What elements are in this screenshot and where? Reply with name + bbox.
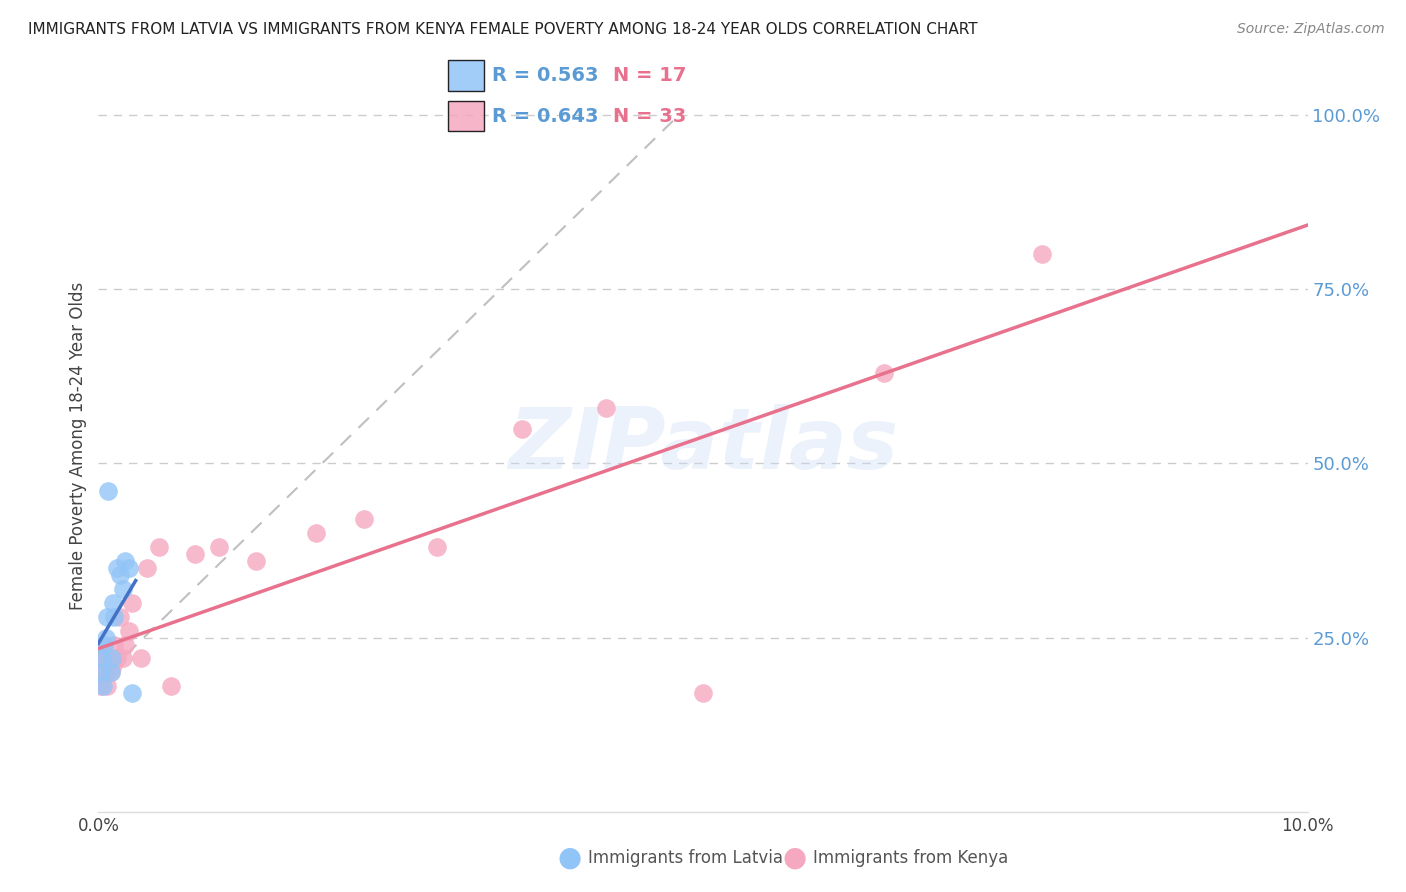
Point bbox=[426, 540, 449, 554]
Text: IMMIGRANTS FROM LATVIA VS IMMIGRANTS FROM KENYA FEMALE POVERTY AMONG 18-24 YEAR : IMMIGRANTS FROM LATVIA VS IMMIGRANTS FRO… bbox=[28, 22, 977, 37]
Point bbox=[91, 665, 114, 680]
Point bbox=[89, 651, 111, 665]
Point bbox=[353, 512, 375, 526]
Point bbox=[595, 401, 617, 415]
Point bbox=[1031, 247, 1053, 261]
Text: R = 0.563: R = 0.563 bbox=[492, 66, 599, 85]
Point bbox=[305, 526, 328, 541]
Point bbox=[101, 658, 124, 673]
Point bbox=[96, 679, 118, 693]
Point bbox=[121, 686, 143, 700]
FancyBboxPatch shape bbox=[449, 61, 484, 91]
Point bbox=[94, 665, 117, 680]
Point bbox=[100, 665, 122, 680]
Text: Source: ZipAtlas.com: Source: ZipAtlas.com bbox=[1237, 22, 1385, 37]
Point bbox=[91, 651, 114, 665]
Point bbox=[100, 665, 122, 680]
Point bbox=[94, 631, 117, 645]
Point bbox=[873, 366, 896, 380]
Point bbox=[108, 609, 131, 624]
Point bbox=[135, 561, 157, 575]
Text: N = 17: N = 17 bbox=[613, 66, 686, 85]
Point bbox=[160, 679, 183, 693]
Point bbox=[101, 596, 124, 610]
Text: R = 0.643: R = 0.643 bbox=[492, 107, 599, 126]
Point bbox=[118, 624, 141, 638]
Point bbox=[208, 540, 231, 554]
Point bbox=[103, 609, 125, 624]
Point bbox=[96, 609, 118, 624]
Point bbox=[91, 679, 114, 693]
Point bbox=[100, 651, 122, 665]
Text: ●: ● bbox=[557, 844, 582, 872]
Point bbox=[105, 651, 128, 665]
Point bbox=[105, 561, 128, 575]
Point bbox=[510, 421, 533, 435]
FancyBboxPatch shape bbox=[449, 101, 484, 131]
Point bbox=[111, 651, 134, 665]
Text: Immigrants from Latvia: Immigrants from Latvia bbox=[588, 849, 783, 867]
Point bbox=[111, 582, 134, 596]
Point bbox=[97, 658, 120, 673]
Text: N = 33: N = 33 bbox=[613, 107, 686, 126]
Point bbox=[245, 554, 267, 568]
Point bbox=[114, 554, 136, 568]
Point bbox=[91, 651, 114, 665]
Point bbox=[93, 638, 115, 652]
Point bbox=[90, 679, 112, 693]
Point bbox=[98, 651, 121, 665]
Point bbox=[114, 638, 136, 652]
Point bbox=[93, 638, 115, 652]
Text: Immigrants from Kenya: Immigrants from Kenya bbox=[813, 849, 1008, 867]
Point bbox=[121, 596, 143, 610]
Point bbox=[184, 547, 207, 561]
Point bbox=[108, 567, 131, 582]
Point bbox=[118, 561, 141, 575]
Point bbox=[97, 484, 120, 499]
Point bbox=[103, 638, 125, 652]
Point bbox=[692, 686, 714, 700]
Text: ●: ● bbox=[782, 844, 807, 872]
Point bbox=[90, 665, 112, 680]
Text: ZIPatlas: ZIPatlas bbox=[508, 404, 898, 488]
Point bbox=[148, 540, 170, 554]
Point bbox=[129, 651, 152, 665]
Y-axis label: Female Poverty Among 18-24 Year Olds: Female Poverty Among 18-24 Year Olds bbox=[69, 282, 87, 610]
